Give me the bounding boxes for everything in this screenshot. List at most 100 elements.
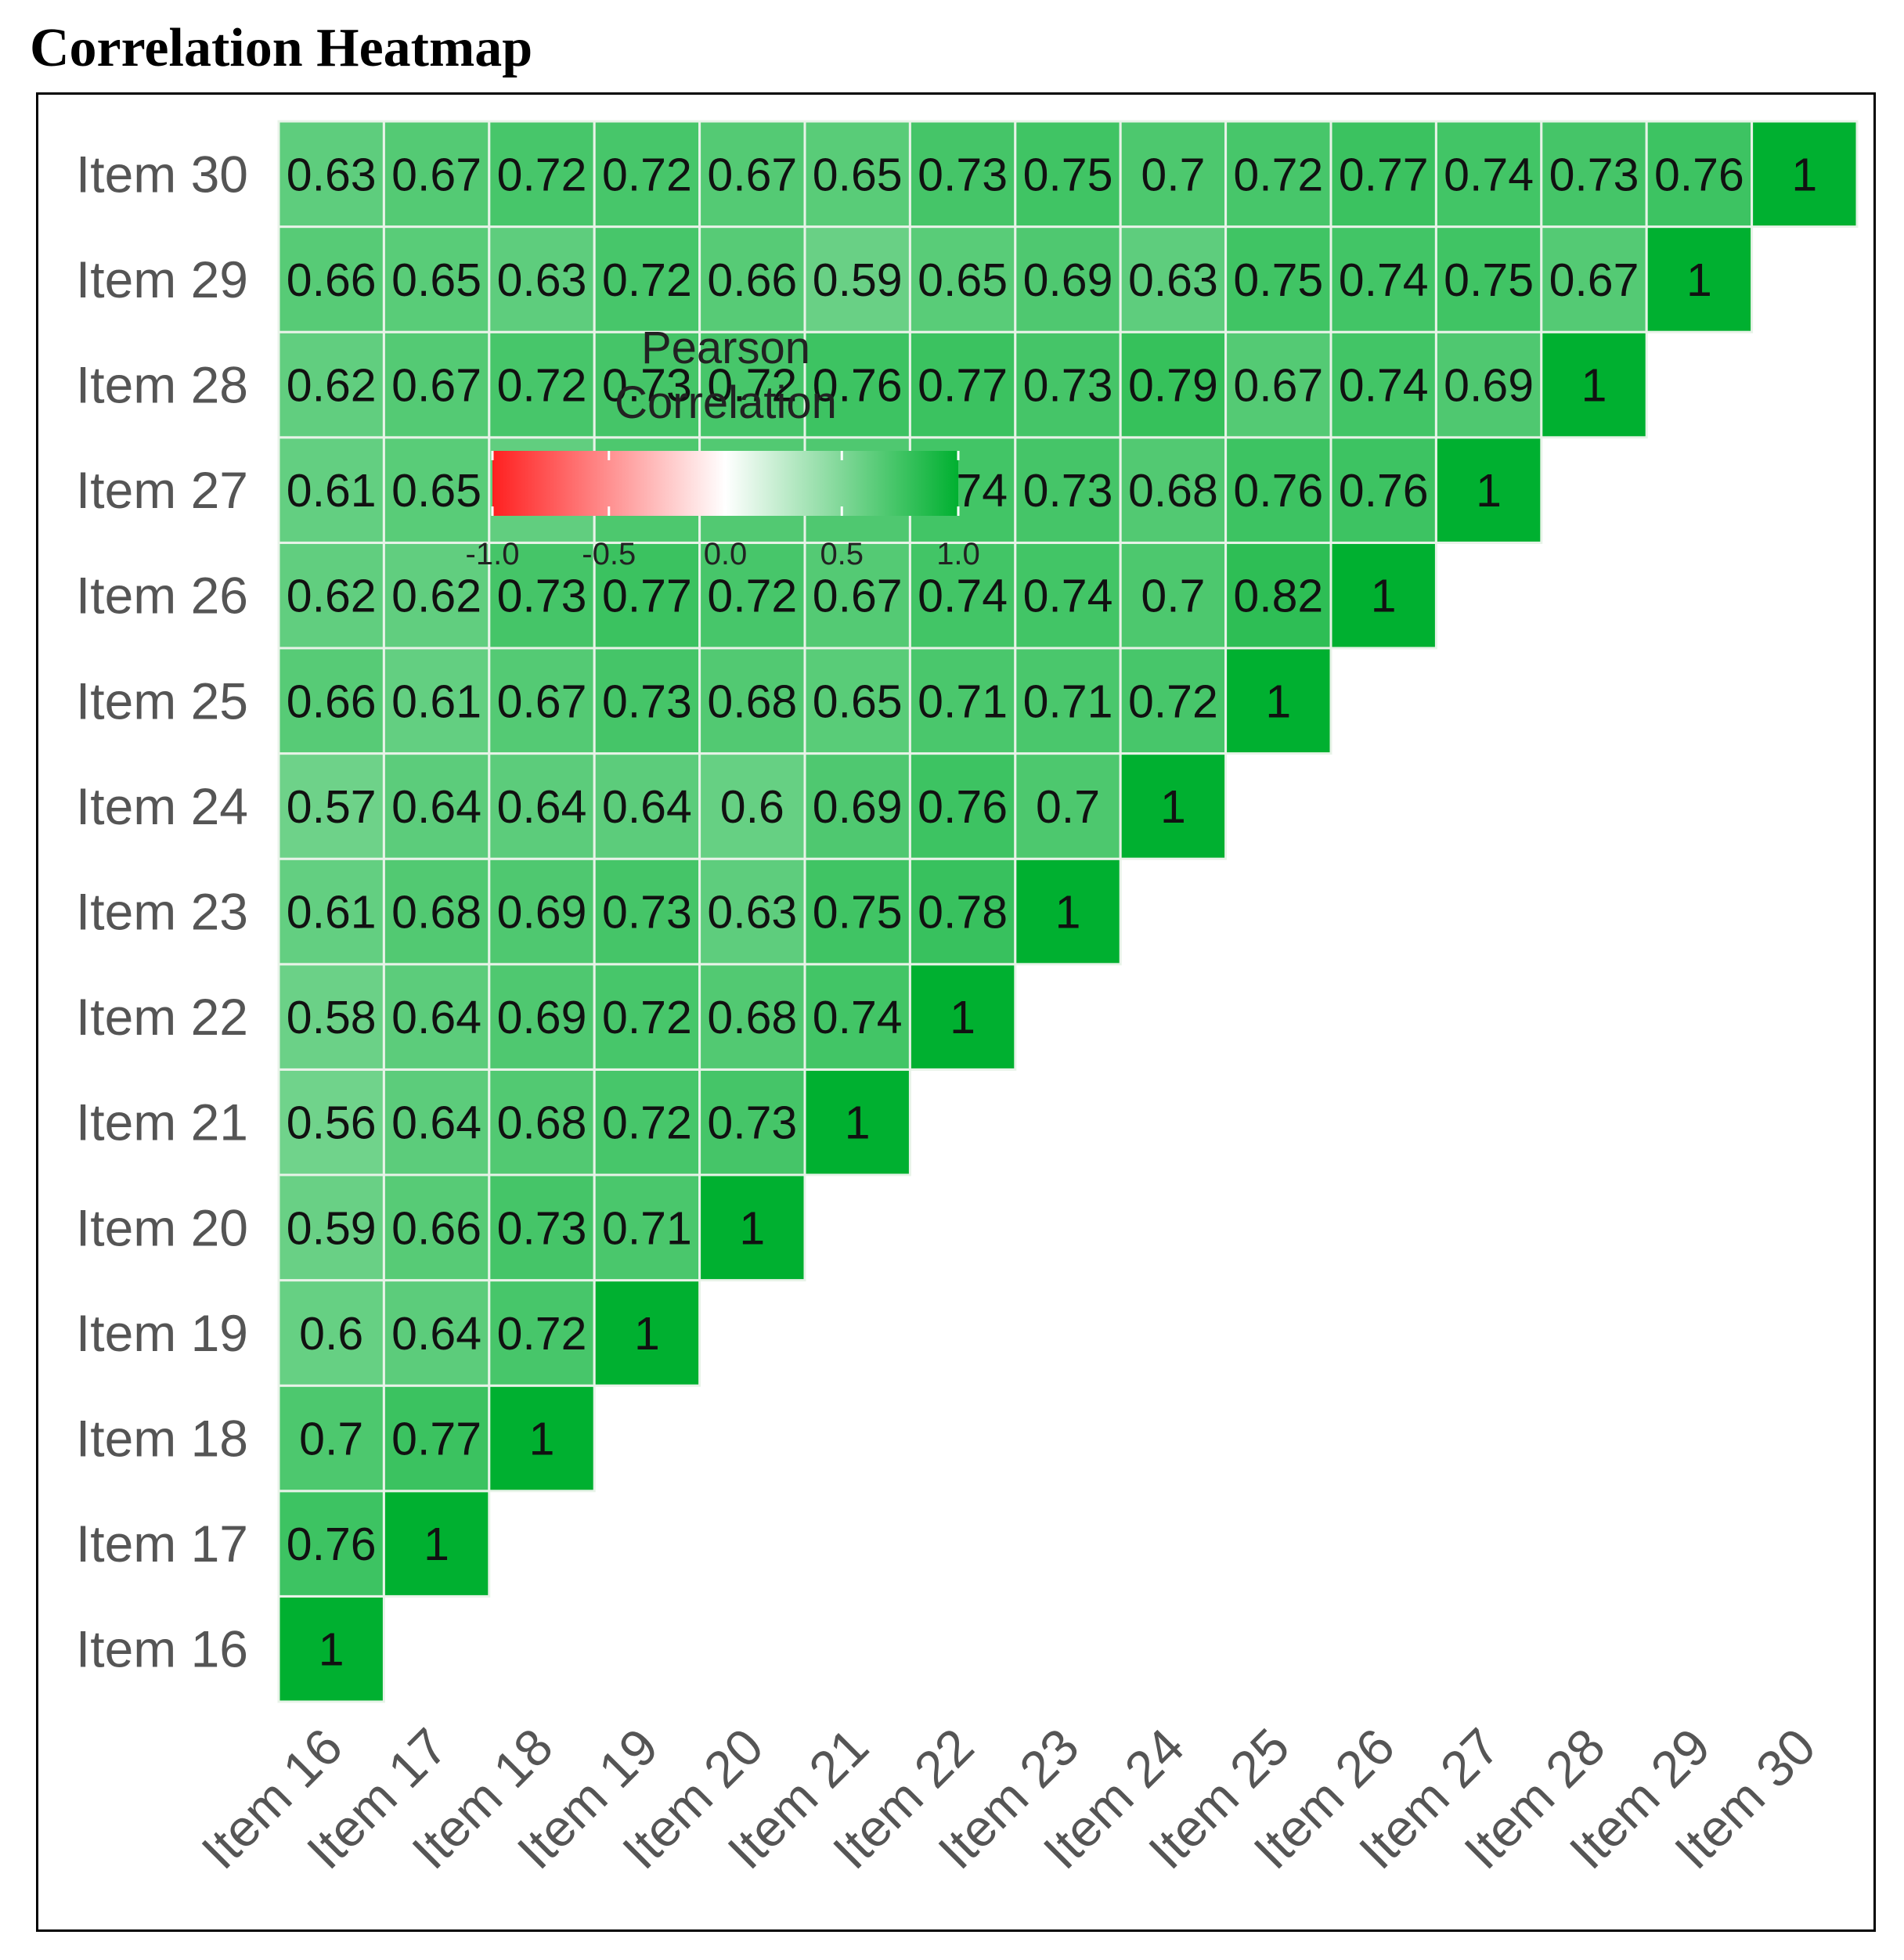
heatmap-cell-value: 0.72 [707,571,797,622]
color-legend: Pearson Correlation -1.0 -0.5 0.0 0.5 1.0 [466,322,980,571]
heatmap-cell [803,120,911,229]
heatmap-cell-value: 0.73 [1549,149,1639,200]
heatmap-cell-value: 1 [1371,571,1397,622]
heatmap-cell-value: 0.64 [391,1097,481,1149]
heatmap-cell [593,1068,701,1176]
heatmap-cell-value: 0.66 [391,1202,481,1254]
heatmap-cell-value: 0.64 [391,781,481,833]
heatmap-cell [1540,225,1648,333]
y-tick-label: Item 24 [76,777,248,835]
heatmap-cell-labels: 1 0.76 1 0.7 0.77 1 0.6 0.64 0.72 1 0.59 0.66 0.73 0.… [287,149,1817,1675]
heatmap-cell-value: 1 [1581,360,1607,412]
heatmap-cell-value: 0.67 [1233,360,1323,412]
heatmap-cell-value: 1 [529,1414,555,1465]
heatmap-cell-value: 0.62 [287,571,377,622]
legend-tick-label: 1.0 [936,537,980,571]
heatmap-cell-value: 0.76 [1233,465,1323,517]
legend-tick-label: 0.0 [704,537,748,571]
heatmap-cell [488,647,596,755]
heatmap-cell [382,225,491,333]
heatmap-cell-value: 0.71 [918,676,1008,727]
heatmap-cell-value: 1 [845,1097,871,1149]
heatmap-cell-value: 0.73 [707,1097,797,1149]
heatmap-cell [277,1068,385,1176]
y-tick-label: Item 25 [76,672,248,730]
y-tick-label: Item 19 [76,1304,248,1362]
heatmap-cell [803,1068,911,1176]
heatmap-cell-value: 0.65 [391,465,481,517]
heatmap-cell-value: 1 [1686,254,1712,306]
heatmap-cell-value: 1 [1476,465,1502,517]
heatmap-cell-value: 0.71 [602,1202,692,1254]
heatmap-cell-value: 1 [424,1519,449,1570]
heatmap-cell-value: 0.64 [497,781,587,833]
heatmap-cell-value: 0.75 [1233,254,1323,306]
heatmap-cell-value: 0.61 [287,887,377,939]
heatmap-cell-value: 0.69 [497,992,587,1043]
heatmap-cell-value: 0.68 [707,992,797,1043]
heatmap-cell-value: 0.71 [1023,676,1113,727]
heatmap-cell-value: 0.65 [918,254,1008,306]
heatmap-cell [382,752,491,860]
heatmap-cell [1014,330,1122,439]
heatmap-cell-value: 0.69 [813,781,903,833]
heatmap-cell-value: 0.75 [813,887,903,939]
heatmap-cell [698,752,806,860]
heatmap-cell [1014,436,1122,544]
heatmap-cell-value: 0.7 [1036,781,1100,833]
heatmap-cell [593,541,701,650]
heatmap-cell [277,225,385,333]
heatmap-cell [698,330,806,439]
heatmap-cell-value: 0.73 [602,360,692,412]
heatmap-cell [1014,120,1122,229]
legend-title-line-1: Pearson [641,322,810,373]
heatmap-cell [382,1068,491,1176]
heatmap-cells [277,120,1859,1703]
y-tick-label: Item 22 [76,988,248,1046]
heatmap-cell-value: 0.72 [497,360,587,412]
heatmap-cell [803,330,911,439]
heatmap-cell [1540,120,1648,229]
heatmap-cell-value: 0.74 [1339,254,1429,306]
heatmap-cell-value: 0.76 [813,360,903,412]
heatmap-cell-value: 0.69 [497,887,587,939]
y-tick-label: Item 16 [76,1620,248,1678]
heatmap-cell [382,647,491,755]
heatmap-cell-value: 0.74 [1339,360,1429,412]
heatmap-cell-value: 0.6 [720,781,784,833]
heatmap-cell [1751,120,1859,229]
heatmap-cell-value: 0.68 [497,1097,587,1149]
heatmap-cell [382,541,491,650]
heatmap-cell-value: 0.59 [287,1202,377,1254]
heatmap-cell-value: 0.72 [1233,149,1323,200]
y-tick-label: Item 30 [76,145,248,203]
heatmap-cell-value: 0.72 [497,149,587,200]
legend-ticks: -1.0 -0.5 0.0 0.5 1.0 [466,451,980,571]
heatmap-cell-value: 0.72 [602,992,692,1043]
heatmap-cell [803,225,911,333]
heatmap-cell-value: 0.74 [1023,571,1113,622]
heatmap-cell [488,330,596,439]
y-tick-label: Item 29 [76,250,248,308]
heatmap-cell-value: 0.77 [1339,149,1429,200]
legend-colorbar [492,451,958,516]
heatmap-cell-value: 0.64 [602,781,692,833]
heatmap-cell [908,857,1017,966]
heatmap-cell [488,120,596,229]
heatmap-cell [382,1173,491,1282]
heatmap-cell-value: 1 [319,1624,344,1676]
heatmap-cell-value: 0.68 [1128,465,1218,517]
heatmap-cell-value: 0.73 [497,571,587,622]
chart-frame: 1 0.76 1 0.7 0.77 1 0.6 0.64 0.72 1 0.59 0.66 0.73 0.… [36,92,1876,1932]
y-tick-label: Item 26 [76,567,248,625]
heatmap-cell [908,541,1017,650]
heatmap-cell-value: 0.63 [707,887,797,939]
heatmap-cell-value: 0.64 [391,1308,481,1360]
heatmap-cell-value: 0.58 [287,992,377,1043]
heatmap-cell [1329,541,1437,650]
y-tick-label: Item 27 [76,461,248,519]
heatmap-cell [1119,436,1228,544]
heatmap-cell [908,330,1017,439]
heatmap-cell-value: 0.76 [287,1519,377,1570]
